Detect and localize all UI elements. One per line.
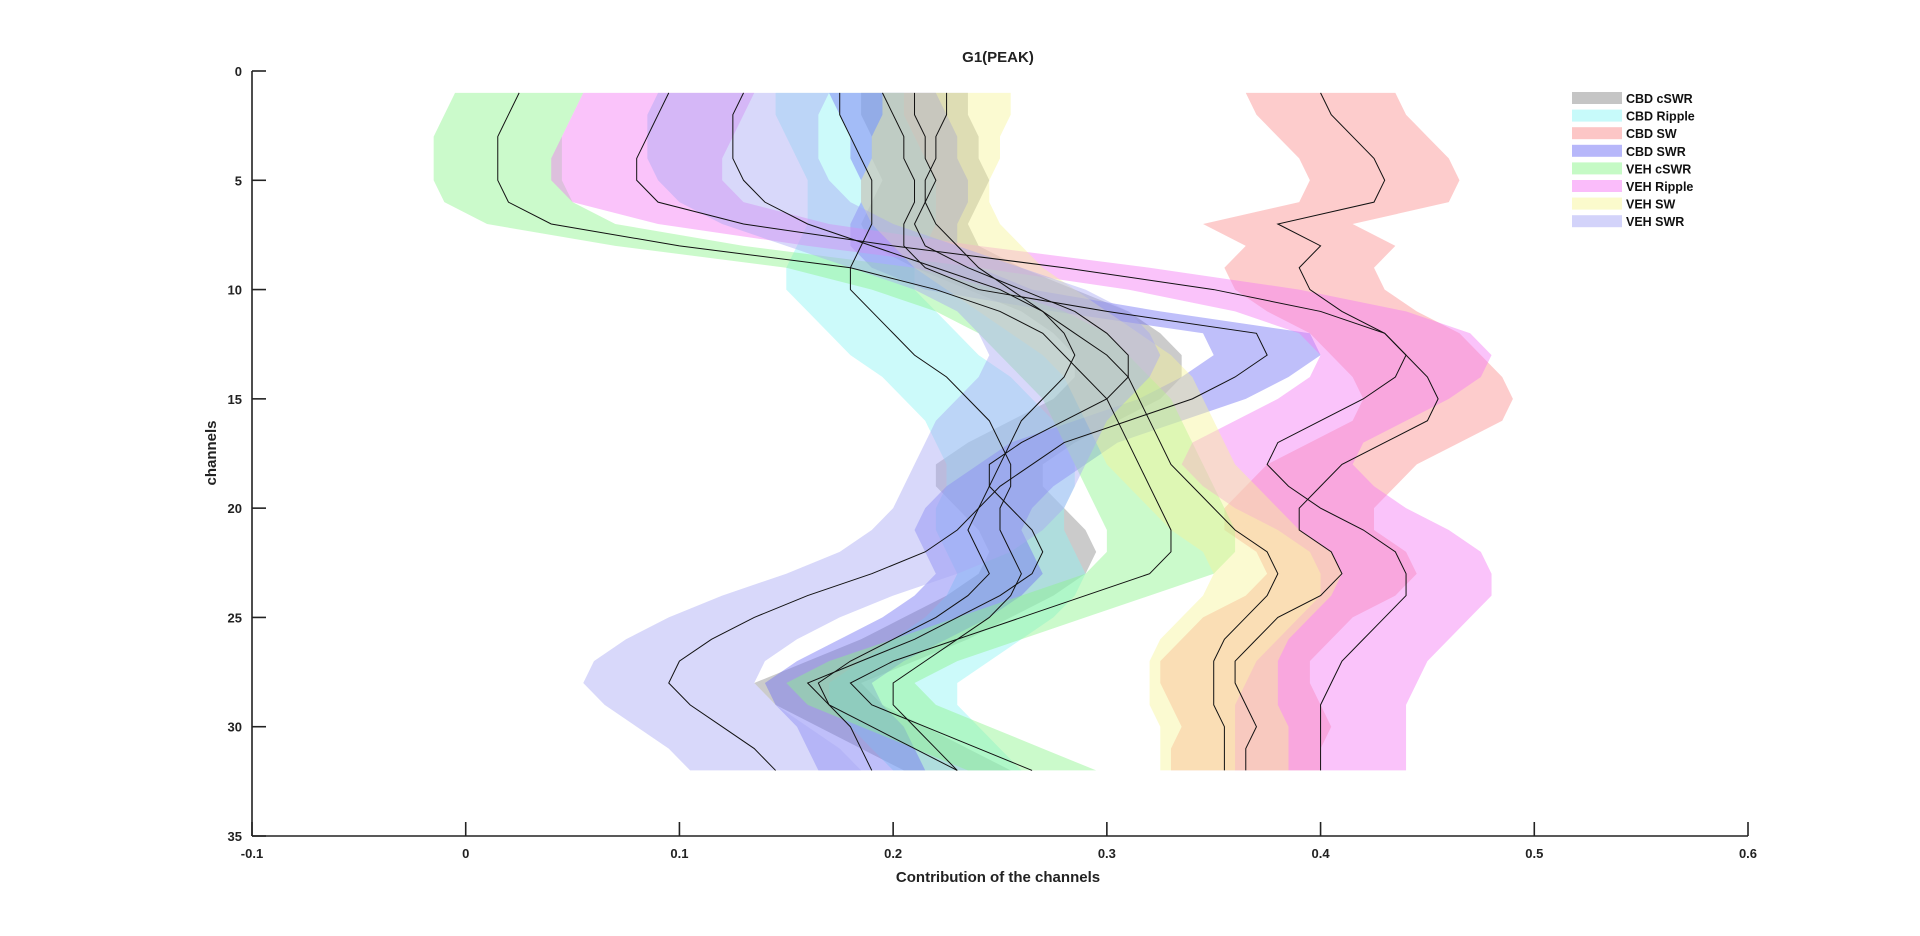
legend-label-veh-cswr: VEH cSWR <box>1626 162 1691 176</box>
mean-line-veh-swr <box>668 92 1076 771</box>
chart-title: G1(PEAK) <box>962 49 1034 66</box>
band-veh-swr <box>583 92 1161 771</box>
band-cbd-sw <box>1160 92 1513 771</box>
y-tick-label: 15 <box>228 392 242 407</box>
legend-label-cbd-ripple: CBD Ripple <box>1626 110 1695 124</box>
mean-line-veh-cswr <box>497 92 1172 771</box>
series-bands <box>433 92 1513 771</box>
legend-swatch-cbd-swr <box>1572 144 1622 157</box>
y-tick-label: 10 <box>228 283 242 298</box>
x-tick-label: 0.4 <box>1312 846 1331 861</box>
x-tick-label: -0.1 <box>241 846 263 861</box>
y-axis-label: channels <box>203 420 220 485</box>
band-veh-sw <box>861 92 1342 771</box>
legend-swatch-cbd-ripple <box>1572 109 1622 122</box>
y-tick-label: 5 <box>235 173 242 188</box>
band-veh-cswr <box>433 92 1236 771</box>
x-tick-label: 0.3 <box>1098 846 1116 861</box>
legend-swatch-veh-swr <box>1572 215 1622 228</box>
y-tick-label: 30 <box>228 720 242 735</box>
legend-label-veh-sw: VEH SW <box>1626 198 1676 212</box>
legend-swatch-cbd-sw <box>1572 127 1622 140</box>
mean-line-cbd-sw <box>1234 92 1439 771</box>
band-veh-ripple <box>551 92 1492 771</box>
x-tick-label: 0.2 <box>884 846 902 861</box>
mean-line-veh-ripple <box>636 92 1407 771</box>
legend-swatch-veh-cswr <box>1572 162 1622 175</box>
y-tick-label: 35 <box>228 829 242 844</box>
y-tick-label: 25 <box>228 610 242 625</box>
legend-swatch-cbd-cswr <box>1572 92 1622 104</box>
series-mean-lines <box>497 92 1439 771</box>
mean-line-cbd-cswr <box>806 92 1129 771</box>
axes: -0.1 0 0.1 0.2 0.3 0.4 0.5 0.6 0 5 10 15 20 25 30 35 <box>228 64 1758 861</box>
legend-label-cbd-cswr: CBD cSWR <box>1626 92 1693 106</box>
legend-swatch-veh-sw <box>1572 197 1622 210</box>
y-tick-label: 20 <box>228 501 242 516</box>
x-axis-label: Contribution of the channels <box>896 869 1100 886</box>
legend-label-cbd-swr: CBD SWR <box>1626 145 1686 159</box>
legend-swatch-veh-ripple <box>1572 180 1622 192</box>
x-tick-label: 0.6 <box>1739 846 1757 861</box>
legend-label-veh-swr: VEH SWR <box>1626 215 1684 229</box>
y-tick-label: 0 <box>235 64 242 79</box>
x-tick-label: 0.5 <box>1525 846 1543 861</box>
legend-label-cbd-sw: CBD SW <box>1626 127 1677 141</box>
legend-label-veh-ripple: VEH Ripple <box>1626 180 1693 194</box>
mean-line-cbd-swr <box>817 92 1268 771</box>
x-tick-label: 0 <box>462 846 469 861</box>
mean-line-veh-sw <box>924 92 1279 771</box>
x-tick-label: 0.1 <box>670 846 688 861</box>
legend: CBD cSWR CBD Ripple CBD SW CBD SWR VEH cSWR V… <box>1572 92 1695 229</box>
mean-line-cbd-ripple <box>839 92 1022 771</box>
